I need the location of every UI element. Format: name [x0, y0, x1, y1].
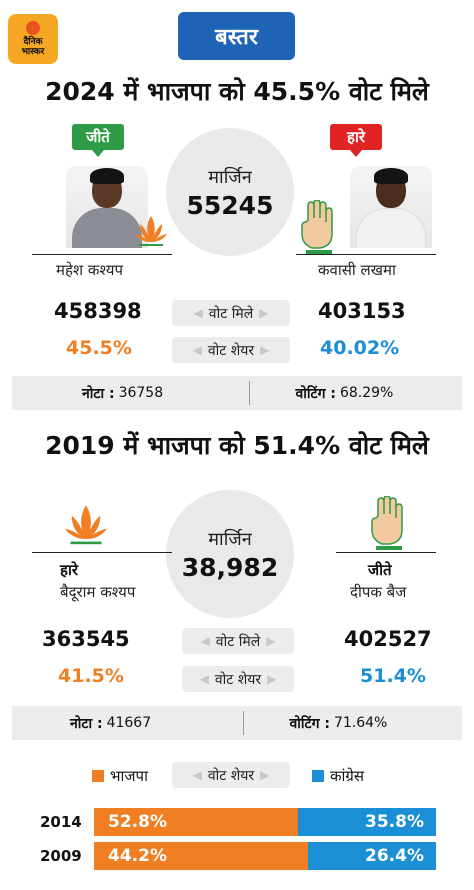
left-arrow-icon: ◀: [193, 306, 203, 320]
nota-value: 36758: [118, 385, 164, 401]
share-label-2024: ◀ वोट शेयर ▶: [172, 337, 290, 363]
candidate-name-right-2024: कवासी लखमा: [318, 261, 396, 279]
margin-value: 55245: [186, 190, 274, 220]
share-left-2024: 45.5%: [66, 337, 132, 359]
margin-circle-2024: मार्जिन 55245: [166, 128, 294, 256]
divider-left-2024: [32, 254, 172, 255]
stats-bar-2019: नोटा : 41667 वोटिंग : 71.64%: [12, 706, 462, 740]
candidate-name-left-2019: बैदूराम कश्यप: [60, 583, 136, 601]
votes-label-2019: ◀ वोट मिले ▶: [182, 628, 294, 654]
candidate-name-left-2024: महेश कश्यप: [56, 261, 124, 279]
headline-2024: 2024 में भाजपा को 45.5% वोट मिले: [45, 77, 429, 106]
legend-inc-text: कांग्रेस: [330, 767, 365, 785]
share-label-text: वोट शेयर: [214, 671, 262, 688]
year-label-2009: 2009: [40, 847, 82, 865]
right-arrow-icon: ▶: [266, 634, 276, 648]
margin-label: मार्जिन: [208, 528, 252, 550]
logo-text-2: भास्कर: [21, 47, 45, 57]
stats-bar-2024: नोटा : 36758 वोटिंग : 68.29%: [12, 376, 462, 410]
votes-label-text: वोट मिले: [215, 633, 261, 650]
bar-segment-inc-2014: 35.8%: [298, 808, 436, 836]
hand-icon: [301, 200, 333, 254]
loser-tag-2024: हारे: [330, 124, 382, 157]
candidate-photo-mahesh: [66, 166, 148, 248]
history-bar-2014: 52.8% 35.8%: [94, 808, 436, 836]
voting-label: वोटिंग :: [289, 715, 330, 732]
voting-value: 68.29%: [339, 385, 394, 401]
nota-label: नोटा :: [70, 715, 103, 732]
share-right-2024: 40.02%: [320, 337, 400, 359]
left-arrow-icon: ◀: [199, 672, 209, 686]
logo-text-1: दैनिक: [23, 37, 43, 47]
share-label-text: वोट शेयर: [207, 342, 255, 359]
legend-bjp-text: भाजपा: [110, 767, 148, 785]
status-right-2019: जीते: [368, 561, 392, 579]
nota-label: नोटा :: [82, 385, 115, 402]
left-arrow-icon: ◀: [192, 768, 202, 782]
lotus-icon: [135, 216, 167, 246]
candidate-photo-kawasi: [350, 166, 432, 248]
votes-left-2024: 458398: [54, 299, 142, 323]
right-arrow-icon: ▶: [260, 768, 270, 782]
divider-right-2024: [296, 254, 436, 255]
legend-label-text: वोट शेयर: [207, 767, 255, 784]
region-badge: बस्तर: [178, 12, 295, 60]
legend-swatch-inc: [312, 770, 324, 782]
share-right-2019: 51.4%: [360, 665, 426, 687]
margin-circle-2019: मार्जिन 38,982: [166, 490, 294, 618]
sun-icon: [26, 21, 40, 35]
headline-2019: 2019 में भाजपा को 51.4% वोट मिले: [45, 431, 429, 460]
margin-label: मार्जिन: [208, 166, 252, 188]
votes-label-2024: ◀ वोट मिले ▶: [172, 300, 290, 326]
lotus-icon: [65, 505, 107, 545]
share-label-2019: ◀ वोट शेयर ▶: [182, 666, 294, 692]
nota-value: 41667: [106, 715, 152, 731]
divider-right-2019: [336, 552, 436, 553]
legend-share-label: ◀ वोट शेयर ▶: [172, 762, 290, 788]
margin-value: 38,982: [181, 552, 279, 582]
voting-label: वोटिंग :: [295, 385, 336, 402]
votes-left-2019: 363545: [42, 627, 130, 651]
bar-segment-bjp-2014: 52.8%: [94, 808, 298, 836]
bar-segment-bjp-2009: 44.2%: [94, 842, 308, 870]
divider-left-2019: [32, 552, 172, 553]
winner-tag-2024: जीते: [72, 124, 124, 157]
left-arrow-icon: ◀: [192, 343, 202, 357]
votes-right-2019: 402527: [344, 627, 432, 651]
right-arrow-icon: ▶: [259, 306, 269, 320]
dainik-bhaskar-logo: दैनिक भास्कर: [8, 14, 58, 64]
share-left-2019: 41.5%: [58, 665, 124, 687]
left-arrow-icon: ◀: [200, 634, 210, 648]
legend-inc: कांग्रेस: [312, 766, 364, 786]
history-bar-2009: 44.2% 26.4%: [94, 842, 436, 870]
legend-bjp: भाजपा: [92, 766, 148, 786]
bar-segment-inc-2009: 26.4%: [308, 842, 436, 870]
status-left-2019: हारे: [60, 561, 78, 579]
legend-swatch-bjp: [92, 770, 104, 782]
hand-icon: [371, 496, 403, 550]
votes-right-2024: 403153: [318, 299, 406, 323]
votes-label-text: वोट मिले: [208, 305, 254, 322]
voting-value: 71.64%: [333, 715, 388, 731]
candidate-name-right-2019: दीपक बैज: [350, 583, 407, 601]
right-arrow-icon: ▶: [260, 343, 270, 357]
year-label-2014: 2014: [40, 813, 82, 831]
right-arrow-icon: ▶: [267, 672, 277, 686]
separator: [248, 381, 250, 405]
separator: [242, 711, 244, 735]
